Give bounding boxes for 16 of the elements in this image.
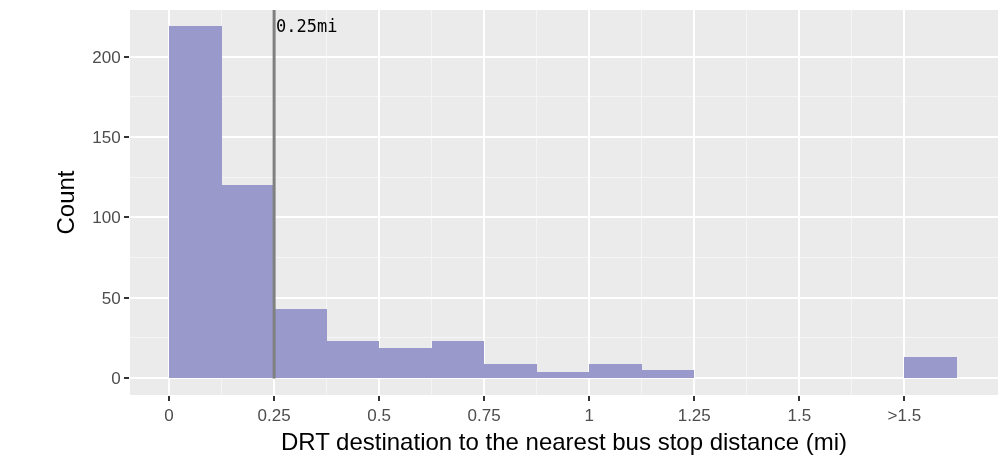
x-tick-label: 0 [164, 406, 174, 426]
y-tick-label: 100 [92, 208, 121, 228]
x-tick-label: 0.5 [367, 406, 391, 426]
y-tick-label: 200 [92, 47, 121, 67]
x-axis-title: DRT destination to the nearest bus stop distance (mi) [280, 427, 848, 455]
y-tick-label: 150 [92, 127, 121, 147]
y-axis-title: Count [52, 170, 80, 235]
y-tick-label: 0 [111, 369, 121, 389]
ref-line-label: 0.25mi [276, 16, 338, 36]
x-tick-label: 1.5 [787, 406, 812, 426]
x-tick-label: 0.75 [467, 406, 501, 426]
y-tick-label: 50 [101, 288, 121, 308]
x-tick-label: 0.25 [257, 406, 291, 426]
x-tick-label: >1.5 [887, 406, 922, 426]
x-tick-label: 1 [584, 406, 594, 426]
x-tick-label: 1.25 [677, 406, 711, 426]
